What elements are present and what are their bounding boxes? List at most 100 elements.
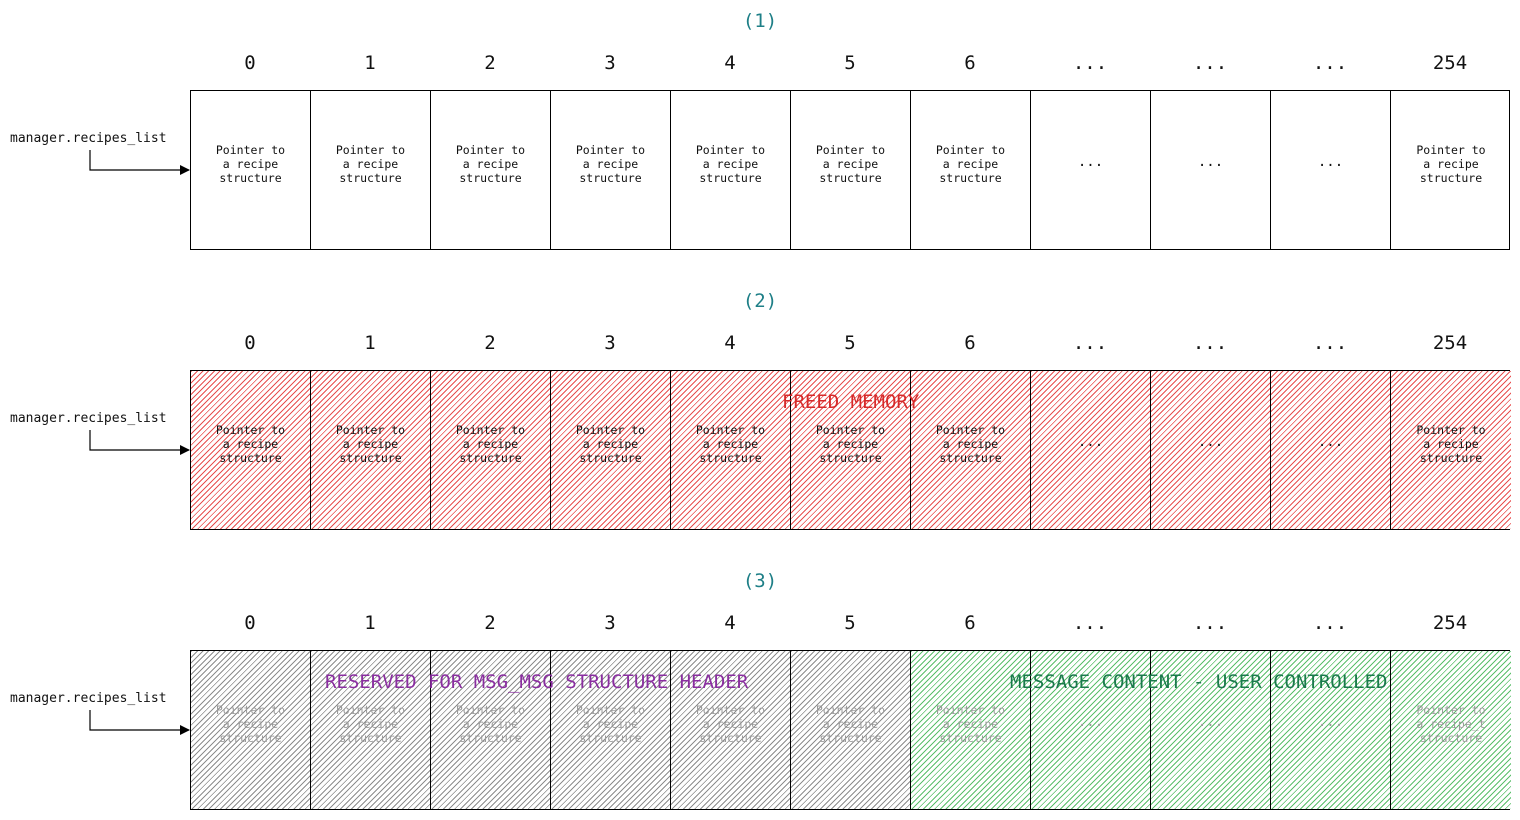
memory-cell: Pointer to a recipe structure [671, 651, 791, 809]
panel-title: (1) [742, 10, 778, 32]
memory-cell: Pointer to a recipe structure [431, 651, 551, 809]
memory-cell: Pointer to a recipe structure [311, 651, 431, 809]
memory-cell: Pointer to a recipe structure [791, 651, 911, 809]
memory-cell: Pointer to a recipe structure [311, 371, 431, 529]
index-label: 5 [844, 332, 856, 354]
cell-text: Pointer to a recipe structure [815, 143, 886, 185]
memory-row: Pointer to a recipe structure Pointer to … [190, 90, 1510, 250]
cell-text: Pointer to a recipe structure [935, 423, 1006, 465]
memory-cell: Pointer to a recipe structure [431, 91, 551, 249]
memory-cell: Pointer to a recipe structure [671, 371, 791, 529]
cell-text: Pointer to a recipe structure [575, 143, 646, 185]
cell-text: Pointer to a recipe structure [575, 423, 646, 465]
cell-text: Pointer to a recipe structure [815, 703, 886, 745]
index-label: 3 [604, 332, 616, 354]
index-label: 254 [1432, 52, 1468, 74]
index-label: 0 [244, 332, 256, 354]
arrow-icon [89, 430, 190, 455]
memory-cell: Pointer to a recipe structure [911, 91, 1031, 249]
cell-text: Pointer to a recipe structure [695, 423, 766, 465]
memory-cell: Pointer to a recipe structure [551, 91, 671, 249]
cell-text: Pointer to a recipe structure [1416, 423, 1486, 465]
cell-text: ... [1077, 714, 1104, 730]
message-content-label: MESSAGE CONTENT - USER CONTROLLED [1010, 671, 1388, 693]
index-label: 1 [364, 52, 376, 74]
arrow-icon [89, 150, 190, 175]
memory-cell: Pointer to a recipe structure [671, 91, 791, 249]
cell-text: Pointer to a recipe_t structure [1416, 703, 1486, 745]
index-label: 2 [484, 612, 496, 634]
index-label: 254 [1432, 612, 1468, 634]
cell-text: ... [1077, 154, 1104, 170]
index-label: 6 [964, 332, 976, 354]
index-label: ... [1312, 52, 1348, 74]
cell-text: Pointer to a recipe structure [455, 703, 526, 745]
cell-text: ... [1197, 714, 1224, 730]
index-label: 5 [844, 52, 856, 74]
index-label: 3 [604, 612, 616, 634]
cell-text: ... [1077, 434, 1104, 450]
index-label: ... [1072, 332, 1108, 354]
memory-cell: ... [1031, 651, 1151, 809]
cell-text: Pointer to a recipe structure [935, 703, 1006, 745]
pointer-label: manager.recipes_list [10, 411, 167, 426]
cell-text: ... [1197, 154, 1224, 170]
cell-text: Pointer to a recipe structure [335, 423, 406, 465]
index-label: ... [1192, 612, 1228, 634]
memory-cell: Pointer to a recipe_t structure [1391, 651, 1511, 809]
index-label: ... [1072, 612, 1108, 634]
msg-header-label: RESERVED FOR MSG_MSG STRUCTURE HEADER [325, 671, 749, 693]
memory-cell: Pointer to a recipe structure [191, 91, 311, 249]
index-label: ... [1192, 52, 1228, 74]
panel-title: (2) [742, 290, 778, 312]
index-label: 4 [724, 52, 736, 74]
memory-cell: ... [1271, 91, 1391, 249]
index-label: 0 [244, 52, 256, 74]
memory-cell: Pointer to a recipe structure [551, 371, 671, 529]
memory-cell: Pointer to a recipe structure [311, 91, 431, 249]
memory-row: Pointer to a recipe structure Pointer to … [190, 370, 1511, 530]
memory-cell: Pointer to a recipe structure [911, 371, 1031, 529]
cell-text: ... [1317, 434, 1344, 450]
memory-cell: Pointer to a recipe structure [791, 91, 911, 249]
memory-cell: Pointer to a recipe structure [551, 651, 671, 809]
index-label: 0 [244, 612, 256, 634]
index-label: 254 [1432, 332, 1468, 354]
memory-cell: Pointer to a recipe structure [1391, 91, 1511, 249]
index-label: 2 [484, 52, 496, 74]
cell-text: ... [1317, 714, 1344, 730]
cell-text: Pointer to a recipe structure [695, 143, 766, 185]
index-label: ... [1312, 612, 1348, 634]
index-label: ... [1312, 332, 1348, 354]
freed-memory-label: FREED MEMORY [782, 391, 920, 413]
index-label: 4 [724, 612, 736, 634]
cell-text: Pointer to a recipe structure [215, 143, 286, 185]
index-label: 6 [964, 612, 976, 634]
index-label: 3 [604, 52, 616, 74]
cell-text: ... [1197, 434, 1224, 450]
index-label: ... [1072, 52, 1108, 74]
memory-cell: Pointer to a recipe structure [191, 371, 311, 529]
memory-cell: ... [1151, 651, 1271, 809]
memory-cell: Pointer to a recipe structure [191, 651, 311, 809]
pointer-label: manager.recipes_list [10, 691, 167, 706]
memory-cell: ... [1271, 651, 1391, 809]
index-label: 1 [364, 612, 376, 634]
memory-cell: Pointer to a recipe structure [1391, 371, 1511, 529]
memory-cell: ... [1031, 91, 1151, 249]
panel-title: (3) [742, 570, 778, 592]
index-label: 2 [484, 332, 496, 354]
memory-cell: Pointer to a recipe structure [911, 651, 1031, 809]
memory-cell: Pointer to a recipe structure [431, 371, 551, 529]
cell-text: Pointer to a recipe structure [335, 703, 406, 745]
cell-text: Pointer to a recipe structure [575, 703, 646, 745]
cell-text: Pointer to a recipe structure [215, 703, 286, 745]
memory-cell: ... [1151, 371, 1271, 529]
index-label: 5 [844, 612, 856, 634]
index-label: ... [1192, 332, 1228, 354]
cell-text: Pointer to a recipe structure [1416, 143, 1486, 185]
memory-cell: ... [1031, 371, 1151, 529]
cell-text: Pointer to a recipe structure [695, 703, 766, 745]
cell-text: Pointer to a recipe structure [815, 423, 886, 465]
